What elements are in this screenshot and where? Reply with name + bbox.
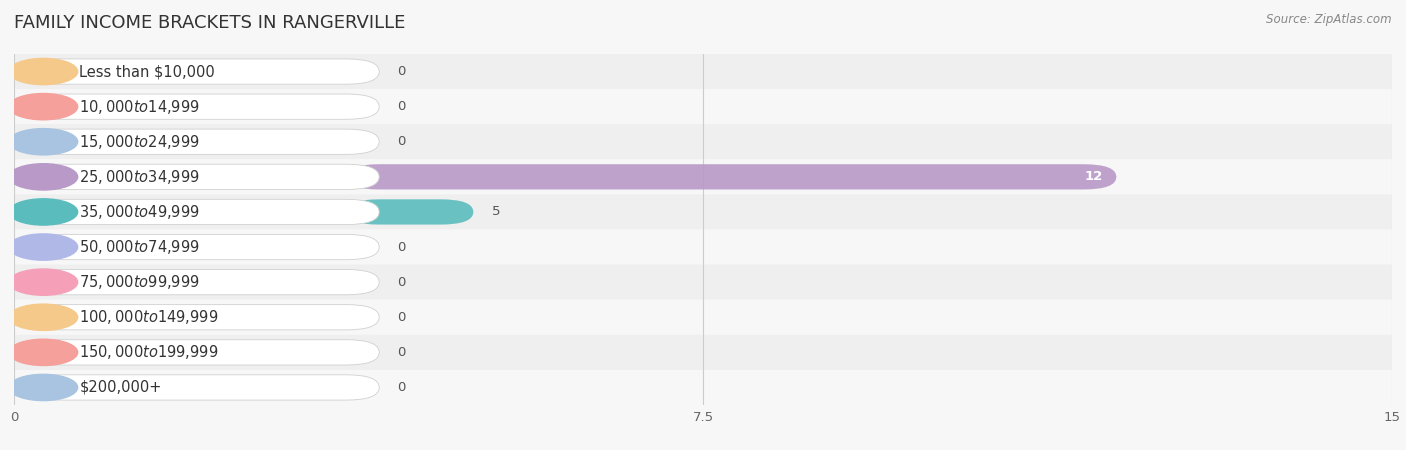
Circle shape — [8, 199, 77, 225]
Circle shape — [8, 94, 77, 120]
Text: $35,000 to $49,999: $35,000 to $49,999 — [79, 203, 200, 221]
Text: 0: 0 — [398, 135, 406, 148]
FancyBboxPatch shape — [14, 335, 1392, 370]
FancyBboxPatch shape — [14, 370, 1392, 405]
FancyBboxPatch shape — [14, 230, 1392, 265]
FancyBboxPatch shape — [14, 199, 380, 225]
FancyBboxPatch shape — [14, 234, 380, 260]
Text: Source: ZipAtlas.com: Source: ZipAtlas.com — [1267, 14, 1392, 27]
Text: 0: 0 — [398, 276, 406, 288]
Circle shape — [8, 304, 77, 330]
FancyBboxPatch shape — [14, 270, 380, 295]
Text: Less than $10,000: Less than $10,000 — [79, 64, 215, 79]
Text: 0: 0 — [398, 311, 406, 324]
FancyBboxPatch shape — [14, 194, 1392, 230]
Text: $15,000 to $24,999: $15,000 to $24,999 — [79, 133, 200, 151]
FancyBboxPatch shape — [14, 340, 380, 365]
Text: FAMILY INCOME BRACKETS IN RANGERVILLE: FAMILY INCOME BRACKETS IN RANGERVILLE — [14, 14, 405, 32]
FancyBboxPatch shape — [14, 89, 1392, 124]
Text: 0: 0 — [398, 241, 406, 253]
Text: $150,000 to $199,999: $150,000 to $199,999 — [79, 343, 219, 361]
FancyBboxPatch shape — [346, 164, 1116, 189]
FancyBboxPatch shape — [14, 159, 1392, 194]
Circle shape — [8, 269, 77, 295]
Text: $50,000 to $74,999: $50,000 to $74,999 — [79, 238, 200, 256]
Circle shape — [8, 58, 77, 85]
Circle shape — [8, 129, 77, 155]
FancyBboxPatch shape — [346, 199, 474, 225]
FancyBboxPatch shape — [14, 94, 380, 119]
Text: $100,000 to $149,999: $100,000 to $149,999 — [79, 308, 219, 326]
FancyBboxPatch shape — [14, 54, 1392, 89]
FancyBboxPatch shape — [14, 124, 1392, 159]
Text: $10,000 to $14,999: $10,000 to $14,999 — [79, 98, 200, 116]
Text: 0: 0 — [398, 100, 406, 113]
Circle shape — [8, 164, 77, 190]
Text: 0: 0 — [398, 65, 406, 78]
FancyBboxPatch shape — [14, 164, 380, 189]
FancyBboxPatch shape — [14, 305, 380, 330]
FancyBboxPatch shape — [14, 129, 380, 154]
FancyBboxPatch shape — [14, 300, 1392, 335]
Text: 12: 12 — [1084, 171, 1102, 183]
FancyBboxPatch shape — [14, 375, 380, 400]
Circle shape — [8, 374, 77, 400]
Text: $200,000+: $200,000+ — [79, 380, 162, 395]
Text: $75,000 to $99,999: $75,000 to $99,999 — [79, 273, 200, 291]
Text: $25,000 to $34,999: $25,000 to $34,999 — [79, 168, 200, 186]
Text: 5: 5 — [492, 206, 501, 218]
FancyBboxPatch shape — [14, 59, 380, 84]
Text: 0: 0 — [398, 381, 406, 394]
Circle shape — [8, 339, 77, 365]
Circle shape — [8, 234, 77, 260]
FancyBboxPatch shape — [14, 265, 1392, 300]
Text: 0: 0 — [398, 346, 406, 359]
